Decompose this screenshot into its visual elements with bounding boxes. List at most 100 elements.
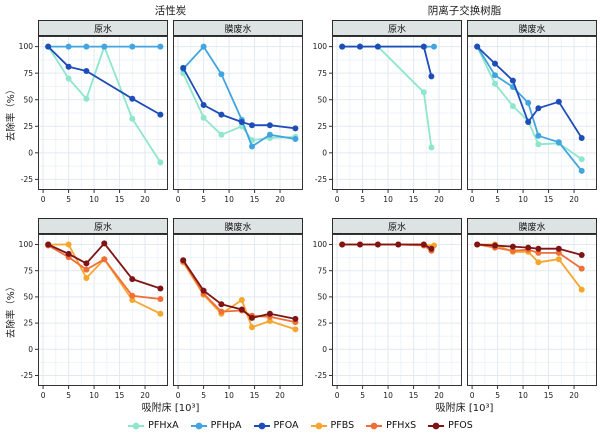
series-PFOA-point xyxy=(555,98,562,105)
x-tick-label: 20 xyxy=(275,195,285,204)
panel-svg: 0 5 10 15 20 xyxy=(467,36,597,204)
series-PFHxA-point xyxy=(157,159,164,166)
x-tick-label: 5 xyxy=(495,195,500,204)
facet-strip: 原水 xyxy=(38,218,168,234)
series-PFHpA-point xyxy=(555,139,562,146)
panel-border xyxy=(467,234,597,386)
y-tick-label: 25 xyxy=(23,319,33,328)
legend-marker-PFOS xyxy=(428,422,445,429)
panel-anion-exchange-raw-water-top: 原水 0 5 10 15 20 100 75 50 25 0 -25 xyxy=(313,20,462,206)
series-PFOS-point xyxy=(238,306,245,313)
x-tick-label: 10 xyxy=(518,391,528,400)
facet-strip: 膜废水 xyxy=(467,20,597,36)
series-PFOA-point xyxy=(428,73,435,80)
series-PFHpA-point xyxy=(492,72,498,79)
series-PFHpA-point xyxy=(200,43,207,50)
series-PFHpA-point xyxy=(266,131,273,138)
x-tick-label: 15 xyxy=(250,195,260,204)
series-PFOA-point xyxy=(509,77,516,84)
series-PFOS-point xyxy=(180,257,187,264)
series-PFOA-point xyxy=(266,122,273,129)
panel-activated-carbon-membrane-wastewater-bottom: 膜废水 0 5 10 15 20 xyxy=(173,218,303,402)
series-PFBS-point xyxy=(65,241,72,248)
panel-anion-exchange-membrane-wastewater-top: 膜废水 0 5 10 15 20 xyxy=(467,20,597,206)
y-tick-label: -25 xyxy=(21,371,33,380)
x-tick-label: 10 xyxy=(383,391,393,400)
x-tick-label: 20 xyxy=(140,391,150,400)
plot-area: 0 5 10 15 20 100 75 50 25 0 -25 xyxy=(313,36,462,204)
series-PFOS-point xyxy=(535,245,542,252)
x-tick-label: 20 xyxy=(569,391,579,400)
series-PFHxA-point xyxy=(129,115,136,122)
x-tick-label: 20 xyxy=(434,391,444,400)
panel-border xyxy=(332,36,462,190)
x-axis-title-right: 吸附床 [10³] xyxy=(435,403,494,414)
plot-area: 0 5 10 15 20 100 75 50 25 0 -25 xyxy=(313,234,462,400)
series-PFOA-point xyxy=(535,105,542,112)
series-PFOA-point xyxy=(157,111,164,118)
y-tick-label: 25 xyxy=(317,319,327,328)
x-tick-label: 15 xyxy=(409,391,419,400)
panel-border xyxy=(38,234,168,386)
panel-anion-exchange-raw-water-bottom: 原水 0 5 10 15 20 100 75 50 25 0 -25 xyxy=(313,218,462,402)
panel-activated-carbon-membrane-wastewater-top: 膜废水 0 5 10 15 20 xyxy=(173,20,303,206)
panel-svg: 0 5 10 15 20 100 75 50 25 0 -25 xyxy=(19,36,168,204)
series-PFOS-point xyxy=(292,315,299,322)
panel-activated-carbon-raw-water-bottom: 原水 0 5 10 15 20 100 75 50 25 0 -25 xyxy=(19,218,168,402)
panel-border xyxy=(173,234,303,386)
series-PFOS-point xyxy=(200,287,207,294)
group-title-anion-exchange-resin: 阴离子交换树脂 xyxy=(427,5,502,17)
y-tick-label: 25 xyxy=(23,122,33,131)
series-PFHpA-point xyxy=(83,43,90,50)
series-PFOA-point xyxy=(492,60,498,67)
panel-border xyxy=(38,36,168,190)
y-tick-label: 75 xyxy=(317,266,327,275)
y-tick-label: 100 xyxy=(313,42,328,51)
series-PFOS-point xyxy=(339,241,346,248)
x-tick-label: 10 xyxy=(89,195,99,204)
y-tick-label: -25 xyxy=(21,175,33,184)
series-PFOS-point xyxy=(374,241,381,248)
x-tick-label: 20 xyxy=(140,195,150,204)
panel-anion-exchange-membrane-wastewater-bottom: 膜废水 0 5 10 15 20 xyxy=(467,218,597,402)
legend-label-PFBS: PFBS xyxy=(330,420,355,431)
x-tick-label: 20 xyxy=(275,391,285,400)
series-PFHxA-line xyxy=(47,45,162,163)
legend-label-PFHxA: PFHxA xyxy=(148,420,179,431)
series-PFBS-point xyxy=(292,326,299,333)
group-title-activated-carbon: 活性炭 xyxy=(154,5,187,17)
x-tick-label: 5 xyxy=(66,195,71,204)
series-PFOA-point xyxy=(83,68,90,74)
legend-marker-PFOA xyxy=(253,422,270,429)
legend-label-PFOS: PFOS xyxy=(448,420,473,431)
series-PFBS-point xyxy=(157,310,164,317)
panel-border xyxy=(332,234,462,386)
facet-strip: 膜废水 xyxy=(467,218,597,234)
series-PFOA-point xyxy=(45,43,52,50)
y-tick-label: -25 xyxy=(315,371,327,380)
x-tick-label: 15 xyxy=(115,195,125,204)
series-PFHxA-point xyxy=(509,103,516,110)
y-tick-label: 75 xyxy=(23,69,33,78)
series-PFHpA-point xyxy=(65,43,72,50)
y-tick-label: 100 xyxy=(19,42,34,51)
series-PFOA-point xyxy=(339,43,346,50)
x-tick-label: 10 xyxy=(383,195,393,204)
plot-area: 0 5 10 15 20 100 75 50 25 0 -25 xyxy=(19,234,168,400)
series-PFHpA-point xyxy=(249,143,255,150)
facet-strip: 膜废水 xyxy=(173,20,303,36)
series-PFBS-point xyxy=(83,275,90,281)
series-PFOS-point xyxy=(157,285,164,292)
series-PFOA-point xyxy=(238,119,245,125)
y-tick-label: 0 xyxy=(322,345,327,354)
series-PFHpA-point xyxy=(292,136,299,142)
x-tick-label: 0 xyxy=(470,195,475,204)
legend-label-PFHxS: PFHxS xyxy=(386,420,417,431)
y-tick-label: -25 xyxy=(315,175,327,184)
legend-marker-PFBS xyxy=(310,422,327,429)
x-tick-label: 5 xyxy=(66,391,71,400)
y-tick-label: 75 xyxy=(23,266,33,275)
series-PFOS-point xyxy=(249,314,255,321)
legend: PFHxA PFHpA PFOA PFBS PFHxS PFOS xyxy=(0,420,600,431)
